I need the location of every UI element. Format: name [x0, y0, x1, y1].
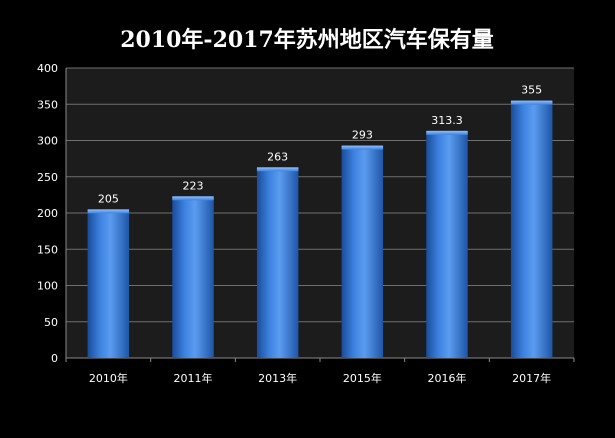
bar-top-highlight: [172, 196, 214, 201]
bar-top-highlight: [341, 145, 384, 150]
x-tick-label: 2016年: [428, 371, 467, 385]
bar: [87, 209, 130, 358]
bar-top-highlight: [87, 209, 130, 214]
bar-value-label: 293: [352, 129, 373, 142]
y-tick-label: 50: [44, 316, 58, 329]
x-tick-label: 2011年: [174, 371, 213, 385]
bar-value-label: 205: [98, 192, 119, 205]
y-tick-label: 300: [37, 135, 58, 148]
bar-value-label: 313.3: [431, 114, 463, 127]
bar-top-highlight: [256, 167, 299, 172]
y-tick-label: 400: [37, 62, 58, 75]
bar-value-label: 223: [183, 179, 204, 192]
bar-value-label: 355: [521, 84, 542, 97]
bar: [172, 196, 214, 358]
bar-value-label: 263: [267, 150, 288, 163]
bar: [256, 167, 299, 358]
y-tick-label: 100: [37, 280, 58, 293]
y-tick-label: 150: [37, 243, 58, 256]
bar-top-highlight: [510, 100, 553, 105]
x-tick-label: 2017年: [512, 371, 551, 385]
chart-title: 2010年-2017年苏州地区汽车保有量: [120, 27, 494, 53]
y-tick-label: 350: [37, 98, 58, 111]
bar: [510, 100, 553, 358]
x-tick-label: 2013年: [258, 371, 297, 385]
y-tick-label: 200: [37, 207, 58, 220]
bar: [341, 145, 384, 358]
plot-area: 0 50 100 150 200 250 300 350 400 205 2010年 223 2011年…: [37, 62, 575, 385]
y-tick-label: 0: [51, 352, 58, 365]
x-tick-label: 2015年: [343, 371, 382, 385]
bar: [426, 130, 468, 358]
y-tick-label: 250: [37, 171, 58, 184]
bar-top-highlight: [426, 130, 468, 135]
x-tick-label: 2010年: [89, 371, 128, 385]
